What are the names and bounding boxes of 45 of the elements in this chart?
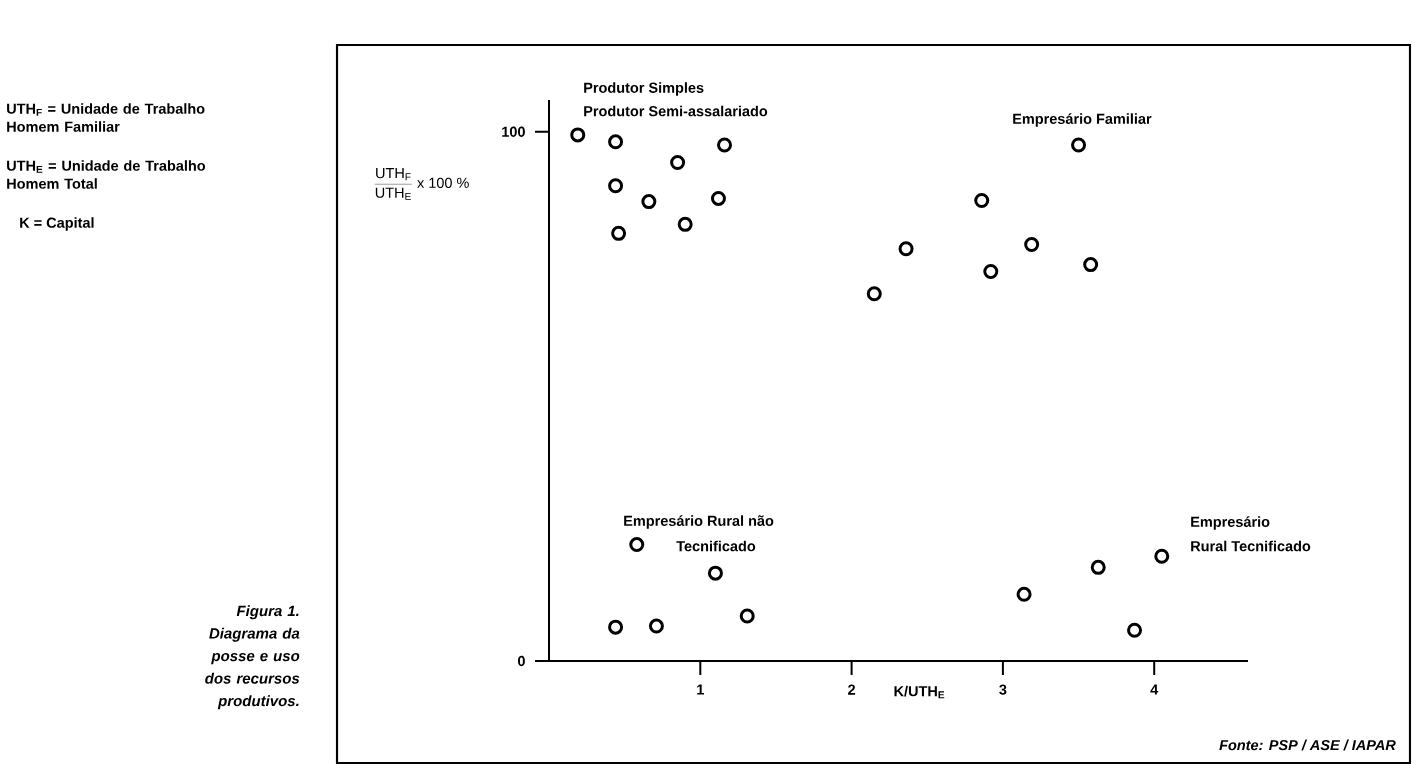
point	[1090, 559, 1106, 575]
point	[608, 619, 624, 635]
annotation: Rural Tecnificado	[1191, 540, 1311, 552]
text: UTH$_{F}$ = Unidade de Trabalho Homem Familiar	[7, 103, 205, 132]
point	[1154, 548, 1170, 564]
point	[670, 154, 686, 170]
point	[570, 127, 586, 143]
annotation: Empresário	[1191, 516, 1270, 530]
point	[641, 194, 657, 210]
source-note: Fonte: PSP / ASE / IAPAR	[1219, 739, 1396, 751]
point	[1016, 586, 1032, 602]
point	[611, 225, 627, 241]
y-tick-label: 0	[517, 655, 525, 667]
point	[629, 537, 645, 553]
point	[608, 134, 624, 150]
point	[710, 190, 726, 206]
y-tick-label: 100	[502, 126, 525, 137]
point	[1024, 236, 1040, 252]
x-axis-title: K/UTH$_{E}$	[894, 685, 945, 699]
point	[717, 137, 733, 153]
point	[677, 216, 693, 232]
point	[648, 618, 664, 634]
point	[866, 286, 882, 302]
x-tick-label: 2	[848, 684, 856, 695]
annotation: Produtor Semi-assalariado	[584, 105, 768, 117]
point	[1083, 257, 1099, 273]
point	[608, 178, 624, 194]
annotation: Empresário Rural não	[624, 515, 774, 529]
text: UTH$_{E}$ = Unidade de Trabalho Homem Total	[7, 160, 206, 189]
x-tick-label: 1	[697, 684, 704, 695]
point	[1071, 137, 1087, 153]
text: Figura 1. Diagrama da posse e uso dos recursos produtivos.	[205, 605, 300, 710]
annotation: Empresário Familiar	[1013, 113, 1152, 127]
y-axis-title: $\frac{\mathrm{UTH}_{\mathrm{F}}}{\mathrm{UTH}_{\mathrm{E}}}\;\mathrm{x}\ \mathrm{100}\ \%$	[374, 168, 469, 200]
annotation: Tecnificado	[676, 540, 756, 552]
text: Produtor Simples	[584, 82, 704, 96]
point	[983, 263, 999, 279]
x-tick-label: 4	[1150, 684, 1159, 695]
point	[707, 565, 723, 581]
point	[898, 241, 914, 257]
point	[739, 608, 755, 624]
point	[1127, 622, 1143, 638]
point	[974, 193, 990, 209]
text: K = Capital	[20, 217, 94, 231]
x-tick-label: 3	[999, 684, 1007, 695]
